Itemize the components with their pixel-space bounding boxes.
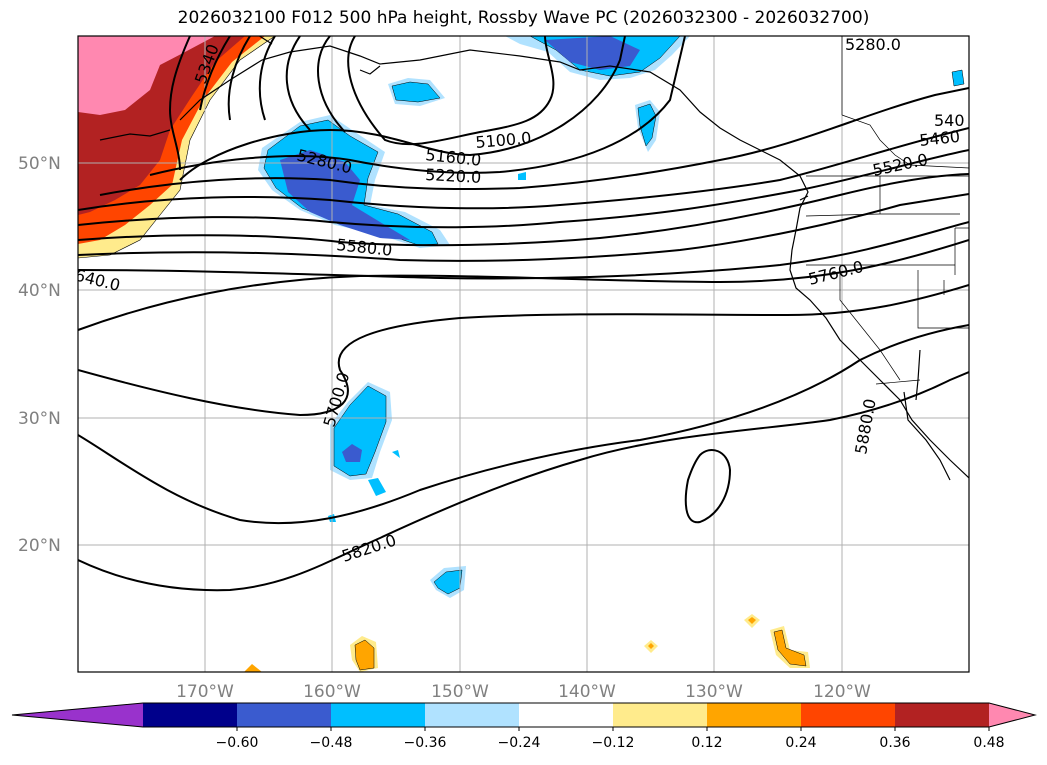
- colorbar-segment: [519, 703, 614, 727]
- latitude-labels: 50°N 40°N 30°N 20°N: [18, 154, 61, 556]
- colorbar-segment: [331, 703, 426, 727]
- map-frame: [77, 35, 970, 673]
- contour-label: 5460: [918, 127, 960, 150]
- colorbar-tick-label: −0.24: [498, 735, 541, 751]
- height-contours: [78, 36, 969, 592]
- lon-tick-label: 160°W: [303, 682, 361, 702]
- colorbar-tick-label: 0.12: [691, 735, 722, 751]
- colorbar-tick-label: −0.36: [404, 735, 447, 751]
- contour-label: 5280.0: [845, 35, 901, 54]
- colorbar-tick-label: −0.48: [310, 735, 353, 751]
- colorbar-segment: [143, 703, 238, 727]
- lat-tick-label: 40°N: [18, 281, 61, 301]
- colorbar-segment: [425, 703, 520, 727]
- colorbar-tick-label: −0.60: [216, 735, 259, 751]
- colorbar-extend-max: [989, 703, 1035, 727]
- colorbar-segment: [895, 703, 990, 727]
- contour-label: 5100.0: [475, 128, 532, 152]
- colorbar-segment: [707, 703, 802, 727]
- colorbar-outline: [11, 702, 1037, 728]
- colorbar: −0.60 −0.48 −0.36 −0.24 −0.12 0.12 0.24 0.36 0.4…: [11, 702, 1037, 751]
- map-area: 5340 5280.0 5100.0 5160.0 5220.0 5280.0 …: [78, 35, 969, 672]
- contour-label: 5220.0: [425, 165, 482, 187]
- colorbar-tick-label: 0.48: [973, 735, 1004, 751]
- contour-label: 540: [934, 111, 965, 130]
- negative-anomaly-fill: [258, 36, 965, 598]
- lat-tick-label: 30°N: [18, 409, 61, 429]
- colorbar-tick-label: −0.12: [592, 735, 635, 751]
- colorbar-tick-label: 0.24: [785, 735, 816, 751]
- colorbar-segment: [237, 703, 332, 727]
- lon-tick-label: 140°W: [558, 682, 616, 702]
- longitude-labels: 170°W 160°W 150°W 140°W 130°W 120°W: [176, 682, 871, 702]
- map-title: 2026032100 F012 500 hPa height, Rossby W…: [177, 8, 870, 28]
- lon-tick-label: 150°W: [431, 682, 489, 702]
- lat-tick-label: 20°N: [18, 536, 61, 556]
- colorbar-segment: [613, 703, 708, 727]
- lon-tick-label: 170°W: [176, 682, 234, 702]
- colorbar-segment: [801, 703, 896, 727]
- lon-tick-label: 130°W: [685, 682, 743, 702]
- coastlines: [99, 36, 969, 481]
- colorbar-extend-min: [12, 703, 143, 727]
- lon-tick-label: 120°W: [813, 682, 871, 702]
- colorbar-tick-label: 0.36: [879, 735, 910, 751]
- lat-tick-label: 50°N: [18, 154, 61, 174]
